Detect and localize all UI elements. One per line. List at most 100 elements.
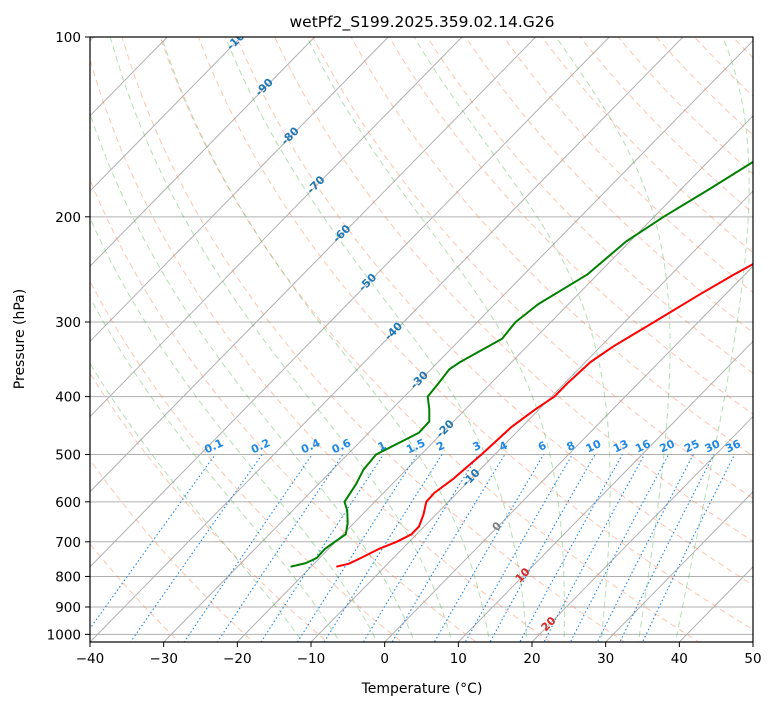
mixing-ratio-line bbox=[464, 454, 573, 642]
y-tick-label: 800 bbox=[55, 569, 81, 585]
x-tick-label: 30 bbox=[597, 651, 614, 667]
mixing-ratio-label: 0.6 bbox=[330, 436, 353, 456]
dry-adiabat bbox=[541, 37, 753, 254]
mixing-ratio-line bbox=[519, 454, 623, 642]
x-tick-label: −20 bbox=[223, 651, 252, 667]
moist-adiabat bbox=[224, 37, 528, 642]
isotherm-gridline bbox=[678, 566, 753, 642]
mixing-ratio-label: 6 bbox=[536, 439, 549, 454]
mixing-ratio-label: 0.2 bbox=[249, 436, 272, 456]
isotherm-gridline bbox=[605, 491, 753, 642]
dry-adiabat bbox=[90, 280, 403, 642]
mixing-ratio-label: 3 bbox=[471, 439, 483, 454]
x-axis-label: Temperature (°C) bbox=[361, 681, 483, 697]
isotherm-label: 10 bbox=[513, 565, 533, 585]
plot-frame bbox=[89, 36, 754, 643]
moist-adiabat bbox=[90, 112, 416, 642]
y-tick-label: 1000 bbox=[47, 627, 81, 643]
mixing-ratio-label: 0.1 bbox=[202, 436, 225, 456]
chart-title: wetPf2_S199.2025.359.02.14.G26 bbox=[290, 13, 555, 32]
y-tick-label: 700 bbox=[55, 535, 81, 551]
dry-adiabat bbox=[388, 37, 753, 415]
mixing-ratio-line bbox=[183, 454, 313, 642]
mixing-ratio-label: 36 bbox=[723, 437, 743, 455]
dry-adiabat bbox=[90, 57, 552, 642]
x-tick-label: 0 bbox=[380, 651, 389, 667]
mixing-ratio-line bbox=[129, 454, 263, 642]
axes: −40 −30 −20 −10 0 10 20 30 40 5010020030040050060… bbox=[47, 30, 762, 667]
x-tick-label: 10 bbox=[450, 651, 467, 667]
mixing-ratio-label: 30 bbox=[703, 437, 723, 455]
dry-adiabat bbox=[579, 37, 753, 214]
mixing-ratio-line bbox=[641, 454, 736, 642]
dry-adiabat bbox=[312, 37, 753, 499]
isotherm-label: -30 bbox=[408, 368, 431, 391]
dry-adiabat bbox=[731, 37, 753, 59]
y-tick-label: 400 bbox=[55, 390, 81, 406]
plot-area: 0.1 0.2 0.4 0.6 1 1.5 2 3 4 6 8 10 13 16 20 25 30 36-100-… bbox=[90, 10, 775, 659]
dry-adiabat bbox=[90, 178, 477, 642]
isotherm-label: -20 bbox=[434, 417, 457, 440]
moist-adiabat bbox=[306, 37, 565, 642]
isotherm-gridline bbox=[90, 37, 610, 568]
moist-adiabat bbox=[674, 37, 750, 642]
isotherm-gridline bbox=[90, 37, 242, 192]
isotherm-gridline bbox=[90, 37, 389, 343]
isotherm-label: 20 bbox=[539, 614, 559, 634]
mixing-ratio-line bbox=[260, 454, 384, 642]
mixing-ratio-label: 0.4 bbox=[299, 436, 322, 456]
isotherm-gridline bbox=[531, 415, 753, 642]
mixing-ratio-line bbox=[569, 454, 670, 642]
mixing-ratio-label: 10 bbox=[584, 437, 604, 455]
isotherm-gridline bbox=[310, 190, 753, 642]
y-tick-label: 200 bbox=[55, 210, 81, 226]
dry-adiabat bbox=[90, 372, 329, 642]
isotherm-gridline bbox=[90, 37, 463, 418]
x-tick-label: −10 bbox=[297, 651, 326, 667]
isotherm-gridline bbox=[90, 37, 537, 493]
moist-adiabat bbox=[413, 37, 611, 642]
isotherm-gridline bbox=[752, 641, 753, 642]
mixing-ratio-line bbox=[323, 454, 443, 642]
isotherm-gridline bbox=[90, 37, 684, 642]
mixing-ratio-line bbox=[433, 454, 545, 642]
isotherm-label: -80 bbox=[279, 124, 302, 147]
mixing-ratio-label: 25 bbox=[682, 437, 701, 455]
dry-adiabat bbox=[274, 37, 753, 542]
dry-adiabat bbox=[426, 37, 753, 374]
mixing-ratio-line bbox=[216, 454, 344, 642]
mixing-ratio-label: 16 bbox=[633, 437, 653, 455]
y-tick-label: 900 bbox=[55, 600, 81, 616]
x-tick-label: 50 bbox=[744, 651, 761, 667]
dry-adiabat bbox=[90, 459, 254, 642]
mixing-ratio-line bbox=[489, 454, 596, 642]
temperature-profile-line bbox=[336, 262, 753, 568]
dry-adiabat bbox=[617, 37, 753, 175]
x-tick-label: 40 bbox=[671, 651, 688, 667]
moist-adiabat bbox=[90, 296, 341, 642]
dry-adiabat bbox=[744, 10, 775, 659]
dry-adiabat bbox=[655, 37, 753, 136]
isotherm-label: -100 bbox=[224, 24, 253, 53]
moist-adiabat bbox=[161, 37, 490, 642]
mixing-ratio-line bbox=[543, 454, 645, 642]
dry-adiabat bbox=[121, 37, 626, 642]
mixing-ratio-label: 13 bbox=[611, 437, 630, 455]
x-tick-label: −30 bbox=[149, 651, 178, 667]
y-tick-label: 500 bbox=[55, 448, 81, 464]
isotherm-label: -60 bbox=[330, 222, 353, 245]
x-tick-label: 20 bbox=[523, 651, 540, 667]
isotherm-label: -50 bbox=[356, 271, 379, 294]
dry-adiabat bbox=[159, 37, 700, 642]
mixing-ratio-line bbox=[296, 454, 418, 642]
isotherm-gridline bbox=[457, 340, 753, 642]
mixing-ratio-line bbox=[362, 454, 479, 642]
dry-adiabat bbox=[197, 37, 753, 631]
y-tick-label: 600 bbox=[55, 495, 81, 511]
mixing-ratio-label: 20 bbox=[658, 437, 678, 455]
y-axis-label: Pressure (hPa) bbox=[12, 289, 28, 389]
moist-adiabat bbox=[555, 37, 671, 642]
moist-adiabat bbox=[90, 362, 304, 642]
isotherm-gridline bbox=[90, 37, 316, 267]
